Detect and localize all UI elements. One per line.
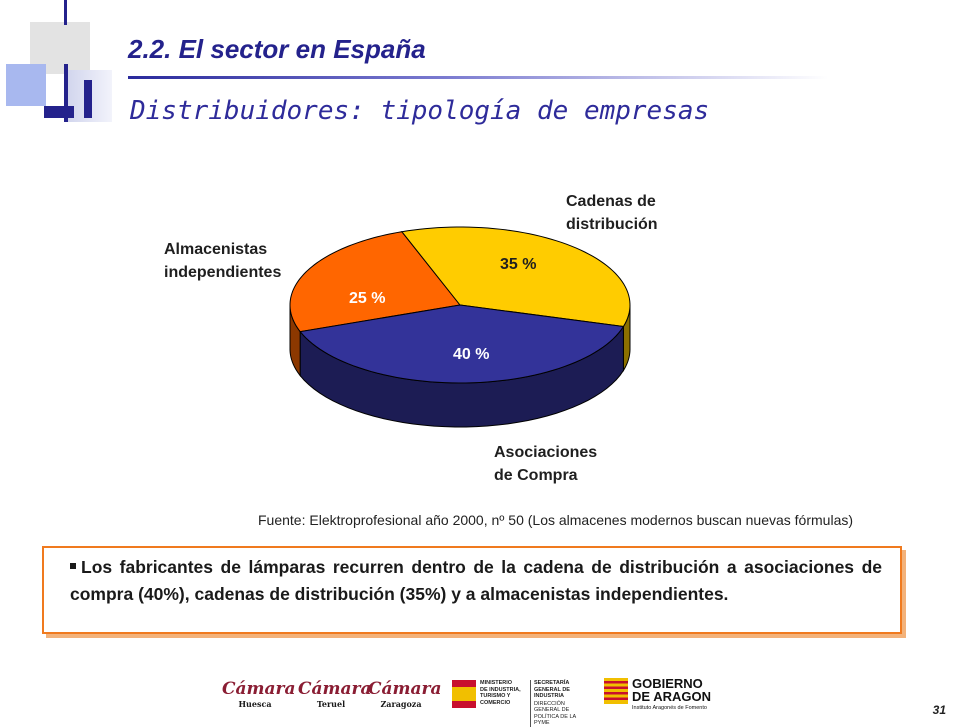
bullet-icon	[70, 563, 76, 570]
pie-top-faces	[289, 226, 631, 384]
pie-slice-almacenistas-independientes	[289, 231, 461, 333]
pie-chart	[289, 226, 631, 428]
camara-zaragoza-logo: Cámara Zaragoza	[368, 679, 442, 710]
corner-decoration	[0, 0, 120, 125]
slice-label-asociaciones: Asociaciones de Compra	[494, 444, 598, 484]
gobierno-aragon-logo: GOBIERNO DE ARAGON Instituto Aragonés de …	[604, 676, 714, 714]
slice-value-almacenistas: 25 %	[349, 290, 386, 307]
page-title: 2.2. El sector en España	[128, 34, 426, 64]
camara-teruel-logo: Cámara Teruel	[298, 679, 372, 710]
summary-box	[42, 546, 902, 634]
slice-label-almacenistas: Almacenistas independientes	[164, 241, 282, 281]
slice-label-cadenas: Cadenas de distribución	[566, 193, 658, 233]
pie-slice-cadenas-de-distribución	[400, 226, 631, 328]
ministry-logo: MINISTERIO DE INDUSTRIA, TURISMO Y COMERCI…	[452, 678, 592, 727]
slice-value-cadenas: 35 %	[500, 256, 537, 273]
aragon-flag-icon	[604, 678, 628, 704]
pie-slice-asociaciones-de-compra	[299, 304, 625, 384]
camara-huesca-logo: Cámara Huesca	[222, 679, 296, 710]
title-underline	[128, 76, 828, 79]
slice-value-asociaciones: 40 %	[453, 346, 490, 363]
page-subtitle: Distribuidores: tipología de empresas	[130, 96, 710, 126]
page-number: 31	[932, 703, 946, 717]
source-note: Fuente: Elektroprofesional año 2000, nº …	[258, 512, 854, 528]
summary-text: Los fabricantes de lámparas recurren den…	[70, 557, 882, 604]
